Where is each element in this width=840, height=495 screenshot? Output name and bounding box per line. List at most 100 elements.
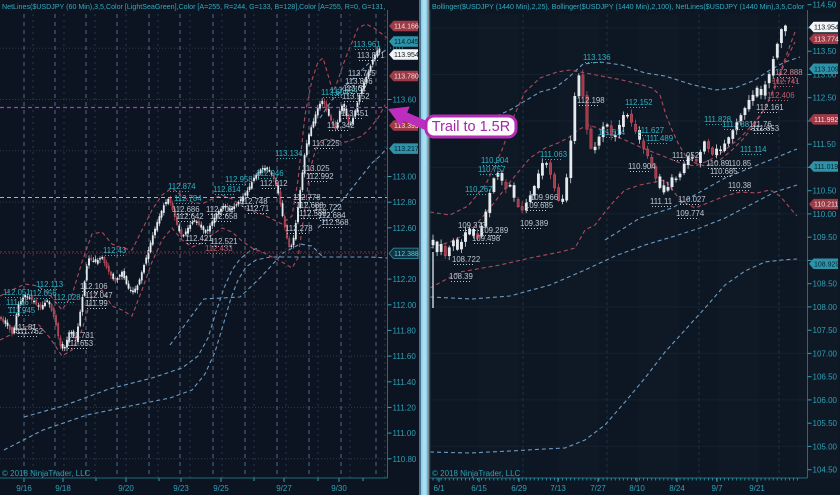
svg-text:111.76: 111.76 (749, 120, 772, 129)
svg-text:107.50: 107.50 (813, 326, 838, 335)
svg-text:105.50: 105.50 (813, 419, 838, 428)
svg-text:110.267: 110.267 (465, 185, 493, 194)
svg-text:113.552: 113.552 (342, 92, 370, 101)
svg-text:111.828: 111.828 (704, 115, 731, 124)
svg-text:111.945: 111.945 (8, 306, 36, 315)
svg-text:112.152: 112.152 (625, 98, 653, 107)
svg-text:111.81: 111.81 (14, 323, 37, 332)
svg-text:9/30: 9/30 (331, 484, 347, 493)
svg-text:111.50: 111.50 (813, 140, 837, 149)
svg-text:112.684: 112.684 (318, 211, 346, 220)
svg-text:112.874: 112.874 (168, 182, 196, 191)
svg-text:109.50: 109.50 (813, 233, 838, 242)
svg-text:113.50: 113.50 (813, 47, 837, 56)
svg-text:112.20: 112.20 (393, 275, 417, 284)
svg-text:109.774: 109.774 (676, 209, 705, 218)
svg-text:111.80: 111.80 (393, 326, 417, 335)
svg-text:112.106: 112.106 (80, 282, 108, 291)
svg-text:112.028: 112.028 (53, 293, 81, 302)
svg-text:111.762: 111.762 (16, 327, 43, 336)
svg-text:112.888: 112.888 (775, 68, 803, 77)
svg-text:110.00: 110.00 (813, 210, 837, 219)
svg-text:111.489: 111.489 (646, 134, 673, 143)
svg-text:111.40: 111.40 (393, 378, 417, 387)
svg-text:109.498: 109.498 (472, 234, 500, 243)
svg-text:111.60: 111.60 (393, 352, 417, 361)
svg-text:113.954: 113.954 (394, 52, 419, 59)
svg-text:110.685: 110.685 (710, 167, 738, 176)
svg-text:7/13: 7/13 (550, 484, 566, 493)
svg-text:112.778: 112.778 (293, 193, 321, 202)
svg-text:112.278: 112.278 (285, 224, 313, 233)
svg-text:110.757: 110.757 (478, 165, 506, 174)
svg-text:113.136: 113.136 (583, 53, 611, 62)
svg-text:114.50: 114.50 (813, 1, 837, 10)
svg-text:113.604: 113.604 (321, 88, 349, 97)
svg-text:110.211: 110.211 (814, 202, 838, 209)
svg-text:113.00: 113.00 (813, 71, 837, 80)
svg-text:9/23: 9/23 (173, 484, 189, 493)
svg-text:6/29: 6/29 (511, 484, 527, 493)
svg-text:112.71: 112.71 (246, 204, 269, 213)
svg-text:112.00: 112.00 (393, 301, 417, 310)
svg-text:© 2018 NinjaTrader, LLC: © 2018 NinjaTrader, LLC (2, 469, 91, 478)
svg-text:112.50: 112.50 (813, 94, 837, 103)
svg-text:© 2018 NinjaTrader, LLC: © 2018 NinjaTrader, LLC (432, 469, 521, 478)
svg-text:110.85: 110.85 (728, 159, 752, 168)
svg-text:NetLines($USDJPY (60 Min),3,5,: NetLines($USDJPY (60 Min),3,5,Color [Lig… (2, 3, 385, 11)
svg-text:9/27: 9/27 (276, 484, 292, 493)
svg-text:6/15: 6/15 (471, 484, 487, 493)
svg-text:112.521: 112.521 (210, 237, 238, 246)
svg-text:9/7: 9/7 (711, 484, 723, 493)
svg-text:Trail to 1.5R: Trail to 1.5R (432, 119, 510, 135)
svg-text:108.00: 108.00 (813, 303, 838, 312)
svg-text:112.433: 112.433 (205, 244, 233, 253)
svg-text:107.00: 107.00 (813, 349, 838, 358)
svg-text:109.373: 109.373 (458, 221, 486, 230)
svg-text:112.658: 112.658 (210, 212, 238, 221)
svg-text:113.954: 113.954 (814, 25, 839, 32)
svg-text:8/10: 8/10 (629, 484, 645, 493)
svg-text:113.780: 113.780 (394, 74, 419, 81)
svg-text:9/21: 9/21 (749, 484, 765, 493)
svg-text:110.50: 110.50 (813, 187, 837, 196)
svg-text:112.198: 112.198 (577, 96, 605, 105)
svg-text:113.342: 113.342 (327, 121, 355, 130)
svg-text:112.388: 112.388 (394, 251, 419, 258)
svg-text:111.514: 111.514 (598, 128, 626, 137)
svg-text:6/1: 6/1 (433, 484, 445, 493)
svg-text:111.653: 111.653 (66, 339, 93, 348)
svg-text:112.588: 112.588 (299, 209, 327, 218)
svg-text:110.89: 110.89 (706, 159, 729, 168)
svg-text:109.685: 109.685 (525, 201, 554, 210)
svg-text:112.60: 112.60 (393, 224, 417, 233)
svg-text:112.421: 112.421 (185, 234, 213, 243)
svg-text:112.80: 112.80 (393, 198, 417, 207)
svg-text:112.568: 112.568 (321, 218, 349, 227)
svg-text:Bollinger($USDJPY (1440 Min),2: Bollinger($USDJPY (1440 Min),2,25), Boll… (432, 3, 805, 11)
svg-text:109.389: 109.389 (520, 219, 548, 228)
svg-text:112.992: 112.992 (306, 172, 334, 181)
svg-text:111.788: 111.788 (722, 120, 749, 129)
svg-text:111.96: 111.96 (6, 298, 29, 307)
svg-text:113.393: 113.393 (394, 123, 419, 130)
svg-text:110.38: 110.38 (728, 181, 751, 190)
svg-text:111.99: 111.99 (85, 299, 108, 308)
svg-text:112.056: 112.056 (29, 289, 57, 298)
svg-text:111.992: 111.992 (814, 117, 838, 124)
svg-text:105.00: 105.00 (813, 442, 838, 451)
svg-text:9/18: 9/18 (55, 484, 71, 493)
svg-text:112.722: 112.722 (314, 203, 342, 212)
svg-text:106.50: 106.50 (813, 373, 838, 382)
svg-text:8/24: 8/24 (669, 484, 685, 493)
svg-text:112.814: 112.814 (213, 185, 241, 194)
svg-text:108.50: 108.50 (813, 280, 838, 289)
svg-text:109.966: 109.966 (530, 193, 558, 202)
svg-text:112.748: 112.748 (240, 197, 268, 206)
svg-text:113.134: 113.134 (275, 149, 303, 158)
svg-text:110.904: 110.904 (481, 156, 509, 165)
svg-text:108.39: 108.39 (449, 272, 473, 281)
svg-text:9/20: 9/20 (118, 484, 134, 493)
svg-text:113.60: 113.60 (393, 96, 417, 105)
svg-text:111.063: 111.063 (540, 150, 567, 159)
